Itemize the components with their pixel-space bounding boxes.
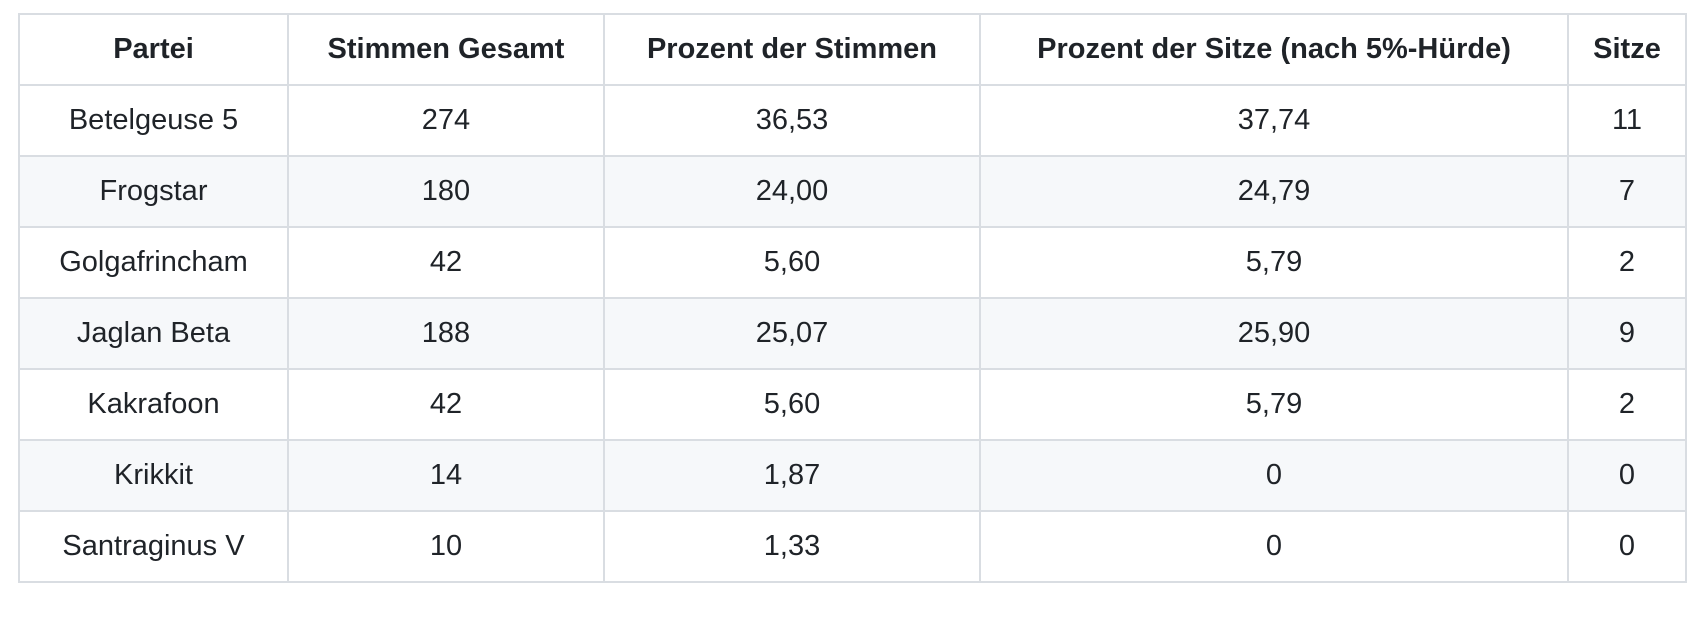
table-cell: 24,00 [603, 155, 981, 228]
table-cell: 5,60 [603, 368, 981, 441]
table-cell: 0 [979, 510, 1569, 583]
table-cell: 25,07 [603, 297, 981, 370]
table-cell: 25,90 [979, 297, 1569, 370]
table-row: Kakrafoon 42 5,60 5,79 2 [18, 368, 1687, 441]
table-cell: 180 [287, 155, 605, 228]
table-cell: 274 [287, 84, 605, 157]
table-cell: 5,79 [979, 226, 1569, 299]
table-row: Golgafrincham 42 5,60 5,79 2 [18, 226, 1687, 299]
table-cell: Kakrafoon [18, 368, 289, 441]
table-cell: Jaglan Beta [18, 297, 289, 370]
table-cell: 36,53 [603, 84, 981, 157]
election-results-table: Partei Stimmen Gesamt Prozent der Stimmen P… [18, 13, 1687, 583]
table-cell: 0 [1567, 439, 1687, 512]
table-row: Krikkit 14 1,87 0 0 [18, 439, 1687, 512]
table-cell: Betelgeuse 5 [18, 84, 289, 157]
table-cell: 9 [1567, 297, 1687, 370]
election-results-table-container: Partei Stimmen Gesamt Prozent der Stimmen P… [18, 13, 1687, 583]
table-cell: Golgafrincham [18, 226, 289, 299]
table-row: Jaglan Beta 188 25,07 25,90 9 [18, 297, 1687, 370]
column-header: Prozent der Stimmen [603, 13, 981, 86]
table-cell: 0 [979, 439, 1569, 512]
table-cell: 37,74 [979, 84, 1569, 157]
table-row: Santraginus V 10 1,33 0 0 [18, 510, 1687, 583]
column-header: Prozent der Sitze (nach 5%-Hürde) [979, 13, 1569, 86]
table-cell: 188 [287, 297, 605, 370]
table-cell: 1,87 [603, 439, 981, 512]
column-header: Sitze [1567, 13, 1687, 86]
table-cell: 5,60 [603, 226, 981, 299]
table-cell: Krikkit [18, 439, 289, 512]
column-header: Stimmen Gesamt [287, 13, 605, 86]
table-cell: 42 [287, 226, 605, 299]
table-cell: 1,33 [603, 510, 981, 583]
table-cell: 0 [1567, 510, 1687, 583]
table-cell: 10 [287, 510, 605, 583]
column-header: Partei [18, 13, 289, 86]
table-cell: 14 [287, 439, 605, 512]
table-cell: 11 [1567, 84, 1687, 157]
table-cell: Santraginus V [18, 510, 289, 583]
table-cell: 42 [287, 368, 605, 441]
header-row: Partei Stimmen Gesamt Prozent der Stimmen P… [18, 13, 1687, 86]
table-cell: 5,79 [979, 368, 1569, 441]
table-cell: 2 [1567, 226, 1687, 299]
table-cell: Frogstar [18, 155, 289, 228]
table-header: Partei Stimmen Gesamt Prozent der Stimmen P… [18, 13, 1687, 86]
table-body: Betelgeuse 5 274 36,53 37,74 11 Frogstar 180 24… [18, 84, 1687, 583]
table-cell: 2 [1567, 368, 1687, 441]
table-row: Frogstar 180 24,00 24,79 7 [18, 155, 1687, 228]
table-row: Betelgeuse 5 274 36,53 37,74 11 [18, 84, 1687, 157]
table-cell: 7 [1567, 155, 1687, 228]
table-cell: 24,79 [979, 155, 1569, 228]
